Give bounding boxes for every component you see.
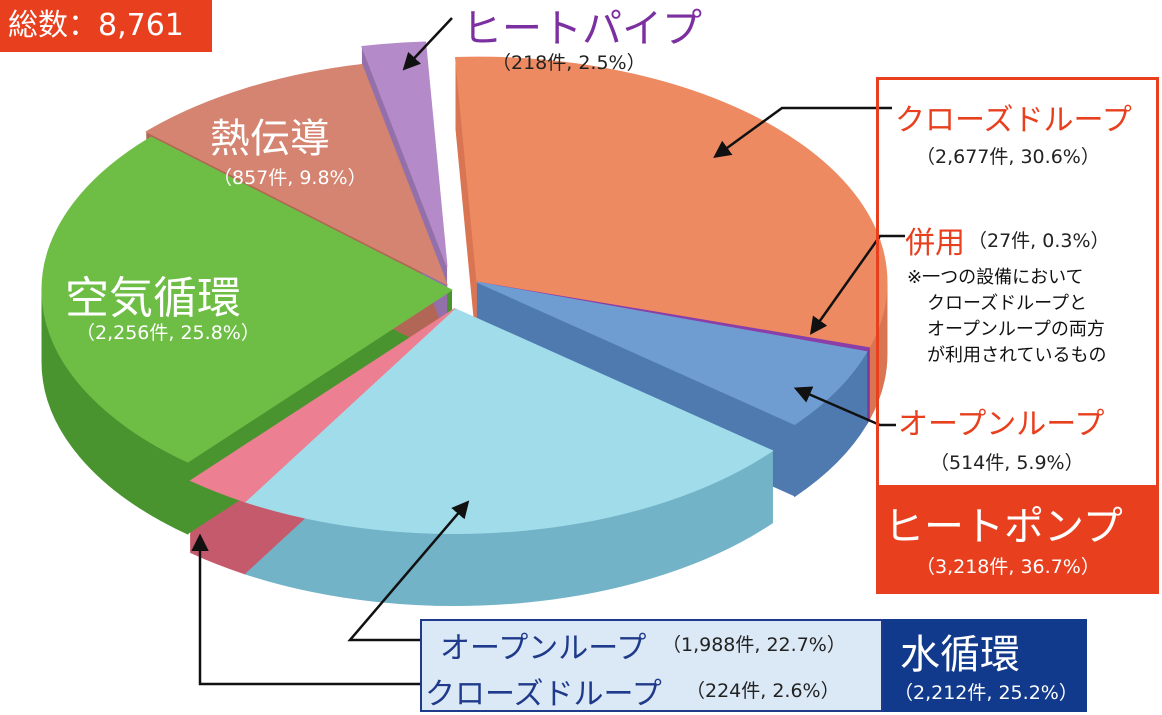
arrow-hp-closed: [713, 106, 892, 159]
total-count-label: 総数：8,761件: [8, 8, 184, 95]
label-hp-closed-title: クローズドループ: [895, 103, 1132, 138]
slice-6-7-514-top: [476, 281, 868, 425]
label-heat-pump-detail: （3,218件, 36.7%）: [916, 556, 1100, 578]
label-water-detail: （2,212件, 25.2%）: [894, 682, 1078, 704]
pie-tops: [41, 41, 888, 535]
arrow-hp-open: [793, 386, 896, 427]
slice-6-6-218-top: [361, 41, 448, 267]
label-water-closed-detail: （224件, 2.6%）: [686, 680, 840, 702]
label-heat-pump-title: ヒートポンプ: [884, 504, 1123, 550]
water-circulation-box: [883, 619, 1087, 712]
arrow-hp-combined: [809, 234, 905, 335]
label-hp-combined-title: 併用: [905, 226, 965, 261]
heat-pump-box: [876, 485, 1159, 594]
slice-4-4-2256-top: [41, 136, 453, 463]
slice-3-7-1988-top: [244, 307, 774, 535]
slice-3-8-224-top: [189, 308, 456, 503]
label-hp-open-detail: （514件, 5.9%）: [930, 452, 1084, 474]
arrow-water-open: [347, 500, 470, 642]
label-conduction-detail: （857件, 9.8%）: [213, 167, 367, 189]
label-hp-closed-detail: （2,677件, 30.6%）: [916, 146, 1100, 168]
label-water-title: 水循環: [900, 632, 1020, 678]
label-air-detail: （2,256件, 25.8%）: [76, 322, 260, 344]
note-line-1: ※一つの設備において: [907, 267, 1084, 288]
label-air-title: 空気循環: [65, 273, 241, 324]
arrow-heat-pipe: [402, 17, 453, 71]
label-heat-pipe-title: ヒートパイプ: [462, 6, 702, 52]
note-line-3: オープンループの両方: [927, 319, 1105, 340]
pointer-arrows: [191, 17, 905, 686]
arrow-water-closed: [191, 533, 425, 686]
slice-6-8-2677-cut-0: [455, 57, 477, 355]
label-water-open-detail: （1,988件, 22.7%）: [662, 634, 846, 656]
slice-6-8-2677-top: [454, 56, 888, 349]
label-hp-combined-detail: （27件, 0.3%）: [968, 230, 1110, 252]
note-line-2: クローズドループと: [927, 293, 1088, 314]
note-line-4: が利用されているもの: [927, 345, 1107, 366]
label-conduction-title: 熱伝導: [210, 116, 330, 162]
total-count-box: 総数：8,761件: [0, 0, 212, 95]
water-loop-frame: [420, 619, 883, 712]
label-hp-open-title: オープンループ: [898, 407, 1105, 442]
label-water-closed-title: クローズドループ: [425, 677, 662, 712]
label-water-open-title: オープンループ: [440, 631, 647, 666]
slice-3-3-857-top: [145, 63, 449, 286]
label-heat-pipe-detail: （218件, 2.5%）: [492, 52, 646, 74]
